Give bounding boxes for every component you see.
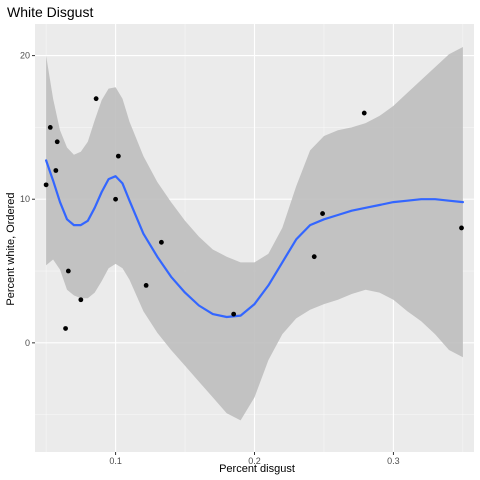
x-tick-label: 0.3: [387, 456, 400, 466]
data-point: [459, 225, 464, 231]
data-point: [78, 297, 84, 303]
data-point: [93, 96, 99, 102]
data-points: [43, 96, 464, 331]
data-point: [63, 326, 68, 331]
data-point: [231, 311, 237, 317]
data-point: [159, 239, 164, 245]
smooth-line: [45, 159, 464, 319]
confidence-band-layer: [46, 47, 463, 421]
y-tick-label: 10: [20, 194, 30, 204]
data-point: [361, 110, 367, 116]
y-tick-label: 0: [25, 338, 30, 348]
y-axis-label: Percent white, Ordered: [5, 192, 17, 305]
y-tick-label: 20: [20, 51, 30, 61]
data-point: [143, 282, 149, 288]
data-point: [43, 182, 49, 188]
data-point: [113, 196, 118, 202]
data-point: [65, 268, 71, 274]
confidence-band: [46, 47, 463, 421]
data-point: [53, 168, 59, 173]
smooth-line-layer: [45, 159, 464, 319]
chart-title: White Disgust: [7, 4, 93, 20]
data-point: [115, 153, 121, 159]
x-axis-label: Percent disgust: [219, 463, 295, 475]
axis-ticks: 0.1 0.2 0.3 0 10 20: [20, 51, 400, 466]
x-tick-label: 0.1: [109, 456, 122, 466]
data-point: [47, 125, 53, 130]
data-point: [54, 139, 60, 145]
x-tick-label: 0.2: [248, 456, 261, 466]
data-point: [311, 254, 317, 260]
data-point: [320, 211, 325, 216]
